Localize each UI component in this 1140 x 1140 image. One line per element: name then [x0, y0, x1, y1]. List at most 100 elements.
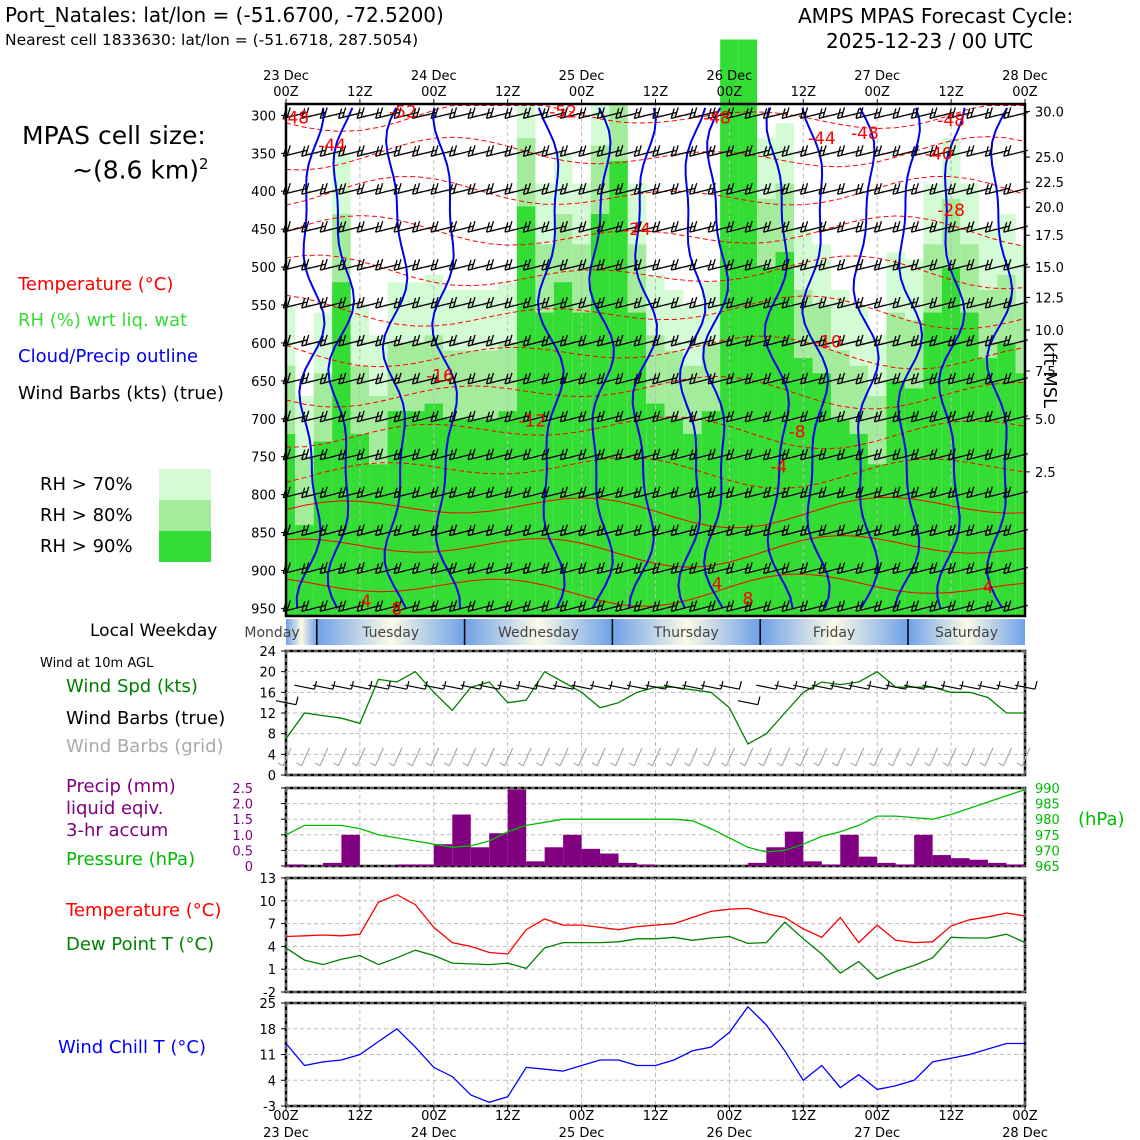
wind-barb-flag — [485, 259, 491, 271]
wind-barb-flag — [744, 108, 749, 119]
bottom-hour-label: 00Z — [273, 1109, 299, 1124]
pressure-ytick-label: 975 — [1035, 829, 1060, 844]
kft-tick-label: 7.5 — [1035, 365, 1056, 380]
wind-barb-flag — [301, 373, 306, 385]
wind-barb-flag — [910, 297, 916, 309]
wind-barb-flag — [305, 562, 310, 573]
surface-barb-shaft — [1014, 684, 1036, 690]
precip-label-3: 3-hr accum — [66, 820, 169, 841]
wind-barb-flag — [781, 335, 786, 347]
wind-barb-flag — [338, 601, 343, 612]
precip-ytick-label: 1.5 — [232, 813, 253, 828]
wind-barb-flag — [301, 335, 306, 347]
precip-bar — [526, 861, 545, 866]
wind-barb-flag — [748, 107, 753, 118]
wind-barb-flag — [508, 372, 513, 384]
wind-barb-flag — [892, 146, 897, 157]
wind-barb-flag — [360, 296, 365, 308]
wind-barb-flag — [374, 487, 380, 498]
wind-barb-flag — [929, 184, 934, 195]
grid-wind-barb — [836, 747, 846, 767]
wind-barb-flag — [818, 184, 823, 195]
wind-barb-flag — [323, 183, 328, 194]
grid-wind-barb-flag — [407, 762, 413, 767]
wind-barb-flag — [781, 487, 786, 498]
wind-barb-flag — [1003, 487, 1008, 498]
top-hour-label: 00Z — [717, 85, 743, 100]
pressure-tick-label: 500 — [251, 261, 276, 276]
wind-barb-flag — [970, 220, 975, 232]
pressure-tick-label: 600 — [251, 337, 276, 352]
wind-barb-flag — [984, 411, 989, 422]
pressure-tick-label: 350 — [251, 147, 276, 162]
wind-barb-flag — [559, 563, 564, 574]
temperature-contour-label: 4 — [983, 578, 994, 598]
wind-barb-flag — [489, 562, 495, 573]
wind-barb-flag — [582, 600, 587, 611]
wind-barb-flag — [360, 410, 365, 421]
wind-barb-flag — [652, 449, 657, 460]
wind-barb-flag — [929, 221, 934, 233]
wind-barb-flag — [877, 183, 883, 194]
wind-barb-flag — [522, 563, 528, 574]
wind-barb-flag — [711, 296, 716, 308]
wind-barb-flag — [467, 108, 472, 119]
wind-barb-flag — [836, 411, 842, 422]
wind-barb-flag — [452, 562, 458, 573]
wind-barb-flag — [356, 335, 361, 347]
wind-barb-flag — [452, 524, 458, 535]
wind-barb-flag — [633, 411, 638, 422]
wind-barb-flag — [873, 259, 879, 271]
wind-barb-flag — [582, 410, 587, 421]
wind-barb-flag — [652, 108, 657, 119]
wind-barb-flag — [526, 600, 532, 611]
wind-barb-flag — [674, 107, 679, 118]
wind-barb-flag — [840, 562, 846, 573]
wind-barb-flag — [563, 600, 568, 611]
wind-barb-flag — [947, 411, 952, 422]
wind-barb-flag — [877, 258, 883, 270]
wind-barb-flag — [766, 524, 772, 535]
temperature-contour — [285, 176, 1026, 206]
dewpoint-line — [285, 921, 1026, 980]
wind-barb-flag — [730, 448, 735, 459]
wind-barb-flag — [873, 146, 879, 157]
wind-barb-flag — [338, 335, 343, 347]
wind-barb-flag — [508, 448, 513, 459]
wind-barb-flag — [707, 411, 712, 422]
wind-barb-flag — [526, 524, 532, 535]
grid-wind-barb — [615, 747, 625, 767]
grid-wind-barb-flag — [942, 762, 949, 767]
weekday-label: Wednesday — [498, 625, 579, 641]
temp-ytick-label: -2 — [263, 986, 276, 1001]
pressure-ytick-label: 990 — [1035, 782, 1060, 797]
wind-barb-flag — [951, 486, 956, 497]
wind-barb-flag — [947, 221, 952, 233]
wind-barb-flag — [877, 107, 883, 118]
wind-barb-flag — [471, 486, 476, 497]
precip-bar — [988, 862, 1007, 866]
wind-barb-flag — [730, 562, 735, 573]
precip-ytick-label: 0 — [245, 860, 253, 875]
wind-barb-flag — [744, 449, 749, 460]
legend-rh70-swatch — [159, 469, 211, 500]
wind-barb-flag — [670, 221, 675, 233]
wind-barb-flag — [855, 411, 860, 422]
cell-size-line1: MPAS cell size: — [22, 121, 206, 150]
wind-barb-flag — [504, 373, 509, 385]
surface-barb-flag — [1034, 681, 1038, 690]
wind-barb-flag — [411, 259, 417, 271]
wind-barb-flag — [892, 259, 897, 271]
wind-barb-flag — [947, 601, 952, 612]
wind-barb-flag — [966, 373, 971, 385]
wind-barb-flag — [305, 107, 310, 118]
wind-barb-flag — [933, 410, 938, 421]
wind-barb-flag — [301, 411, 306, 422]
wind-barb-flag — [393, 563, 398, 574]
wind-barb-flag — [988, 410, 993, 421]
wind-barb-flag — [582, 220, 587, 232]
wind-barb-flag — [892, 184, 897, 195]
wind-barb-flag — [726, 108, 731, 119]
wind-barb-flag — [1003, 525, 1008, 536]
